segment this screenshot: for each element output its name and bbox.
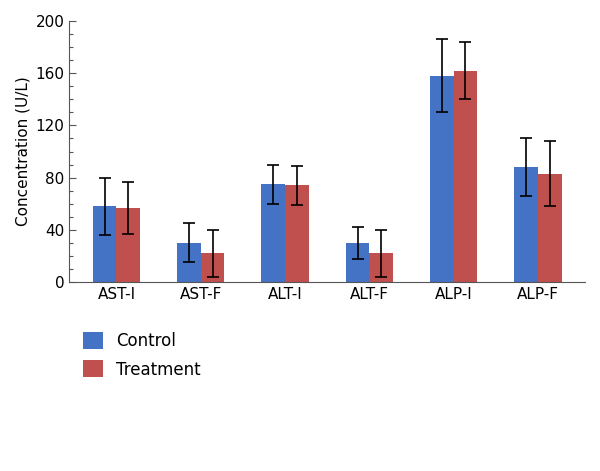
Bar xyxy=(177,243,201,282)
Legend: Control, Treatment: Control, Treatment xyxy=(83,332,201,379)
Bar xyxy=(116,208,140,282)
Bar xyxy=(93,206,116,282)
Bar xyxy=(285,186,308,282)
Bar xyxy=(538,174,562,282)
Y-axis label: Concentration (U/L): Concentration (U/L) xyxy=(15,77,30,227)
Bar xyxy=(430,76,454,282)
Bar xyxy=(262,184,285,282)
Bar xyxy=(370,253,393,282)
Bar xyxy=(346,243,370,282)
Bar xyxy=(201,253,224,282)
Bar xyxy=(514,167,538,282)
Bar xyxy=(454,71,477,282)
